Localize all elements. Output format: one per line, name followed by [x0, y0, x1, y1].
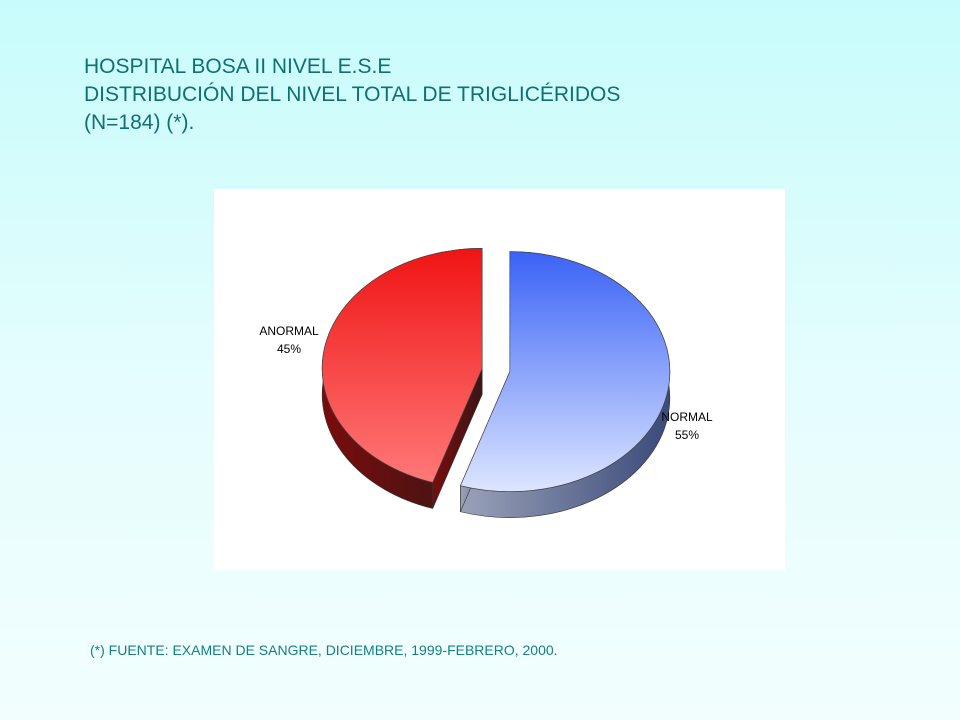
- pie-slice-anormal: [321, 248, 483, 483]
- title-line-1: HOSPITAL BOSA II NIVEL E.S.E: [84, 55, 392, 78]
- slice-label-anormal: ANORMAL: [259, 324, 319, 338]
- chart-title: HOSPITAL BOSA II NIVEL E.S.E DISTRIBUCIÓ…: [84, 53, 620, 137]
- slice-label-normal: NORMAL: [661, 410, 713, 424]
- title-line-3: (N=184) (*).: [84, 111, 195, 134]
- title-line-2: DISTRIBUCIÓN DEL NIVEL TOTAL DE TRIGLICÉ…: [84, 83, 621, 106]
- chart-panel: ANORMAL 45% NORMAL 55%: [214, 189, 785, 570]
- slice-value-normal: 55%: [675, 428, 699, 442]
- source-footnote: (*) FUENTE: EXAMEN DE SANGRE, DICIEMBRE,…: [90, 642, 558, 658]
- pie-chart: ANORMAL 45% NORMAL 55%: [259, 248, 713, 518]
- pie-slice-normal: [459, 251, 671, 492]
- slice-value-anormal: 45%: [277, 342, 301, 356]
